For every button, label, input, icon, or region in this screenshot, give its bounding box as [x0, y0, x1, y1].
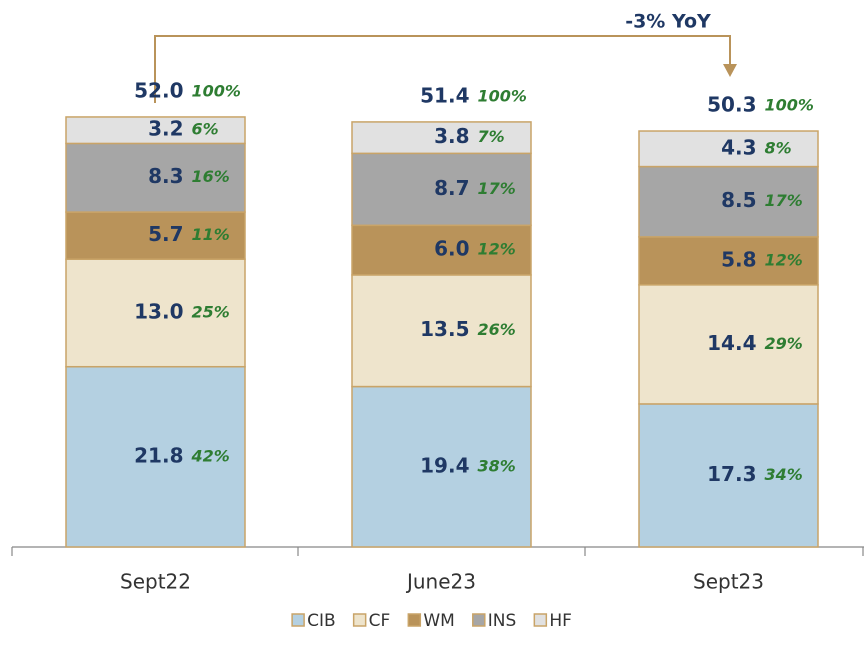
bar-segment [65, 258, 246, 368]
share-label: 16% [192, 167, 230, 186]
legend-label: CF [369, 611, 391, 631]
share-label: 38% [478, 456, 516, 475]
bar-segment [65, 116, 246, 145]
value-label: 21.8 [134, 443, 183, 467]
x-tick-label: June23 [405, 570, 476, 594]
bar-segment [65, 211, 246, 260]
bar-segment [351, 152, 532, 227]
x-tick-label: Sept23 [693, 570, 764, 594]
total-share-label: 100% [765, 96, 814, 115]
bar-segment [638, 236, 819, 286]
value-label: 19.4 [420, 453, 469, 477]
value-label: 13.5 [420, 317, 469, 341]
value-label: 5.8 [721, 247, 756, 271]
total-share-label: 100% [478, 86, 527, 105]
bar-segment [638, 284, 819, 405]
value-label: 17.3 [707, 462, 756, 486]
bar-segment [638, 165, 819, 238]
total-label: 50.3 [707, 93, 756, 117]
x-tick-label: Sept22 [120, 570, 191, 594]
value-label: 8.7 [434, 176, 469, 200]
share-label: 25% [192, 302, 230, 321]
share-label: 17% [478, 179, 516, 198]
legend-swatch [472, 613, 486, 627]
value-label: 5.7 [148, 222, 183, 246]
value-label: 14.4 [707, 331, 756, 355]
share-label: 6% [192, 120, 219, 139]
share-label: 7% [478, 127, 505, 146]
share-label: 8% [765, 138, 792, 157]
bar-segment [65, 365, 246, 548]
yoy-bracket [154, 35, 731, 103]
legend-swatch [533, 613, 548, 627]
legend-swatch [291, 613, 305, 627]
value-label: 8.5 [721, 188, 756, 212]
total-share-label: 100% [192, 81, 241, 100]
annotation: -3% YoY [625, 11, 711, 33]
bar-segment [638, 403, 819, 548]
value-label: 4.3 [721, 135, 756, 159]
share-label: 42% [191, 446, 230, 465]
value-label: 3.2 [148, 117, 183, 141]
legend-swatch [407, 613, 422, 627]
value-label: 13.0 [134, 299, 183, 323]
legend-label: WM [423, 611, 454, 631]
share-label: 29% [765, 334, 803, 353]
legend-label: HF [549, 611, 572, 631]
value-label: 8.3 [148, 164, 183, 188]
share-label: 12% [478, 240, 516, 259]
bar-segment [638, 130, 819, 168]
bar-segment [351, 121, 532, 155]
share-label: 26% [478, 320, 516, 339]
bar-segment [351, 274, 532, 388]
yoy-arrowhead [723, 64, 737, 77]
share-label: 11% [192, 225, 230, 244]
value-label: 3.8 [434, 124, 469, 148]
share-label: 34% [765, 465, 803, 484]
legend-label: CIB [307, 611, 336, 631]
total-label: 52.0 [134, 78, 183, 102]
value-label: 6.0 [434, 237, 469, 261]
share-label: 12% [765, 250, 803, 269]
bar-segment [351, 224, 532, 276]
total-label: 51.4 [420, 83, 469, 107]
legend-label: INS [488, 611, 517, 631]
legend-swatch [352, 613, 367, 627]
share-label: 17% [765, 191, 803, 210]
bar-segment [351, 385, 532, 548]
